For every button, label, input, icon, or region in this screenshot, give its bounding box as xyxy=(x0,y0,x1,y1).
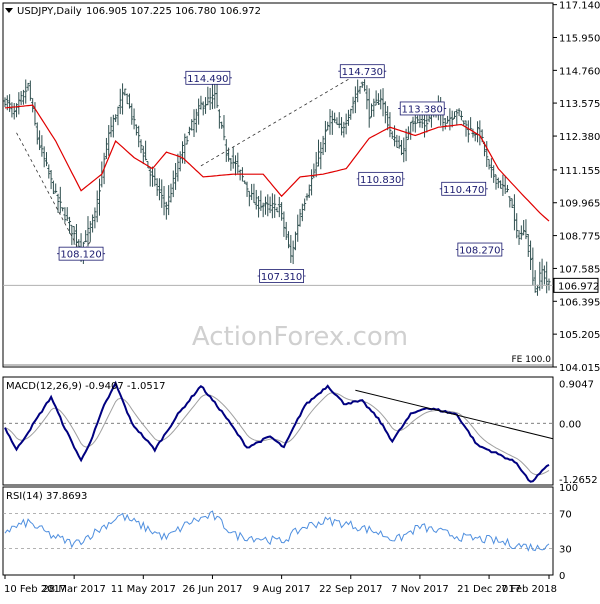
macd-axis-tick-label: 0.00 xyxy=(559,419,581,430)
rsi-line xyxy=(4,510,550,552)
x-axis-tick-label: 28 Mar 2017 xyxy=(42,584,105,595)
price-axis-tick-label: 114.760 xyxy=(559,66,600,77)
macd-axis-tick-label: 0.9047 xyxy=(559,379,594,390)
rsi-axis-tick-label: 0 xyxy=(559,571,565,582)
collapse-triangle-icon xyxy=(5,8,13,13)
pivot-label-box xyxy=(58,246,104,261)
x-axis-tick-label: 11 May 2017 xyxy=(111,584,176,595)
fe-label: FE 100.0 xyxy=(512,355,552,365)
chart-header: USDJPY,Daily 106.905 107.225 106.780 106.… xyxy=(5,6,261,17)
pivot-label: 107.310 xyxy=(261,272,302,283)
price-axis-tick-label: 105.205 xyxy=(559,330,600,341)
rsi-axis-tick-label: 30 xyxy=(559,545,572,556)
pivot-label: 108.270 xyxy=(459,246,500,257)
pivot-label: 113.380 xyxy=(402,104,443,115)
macd-panel: 0.9047 0.00 -1.2652 MACD(12,26,9) -0.9407 -… xyxy=(2,376,598,486)
x-axis-tick-label: 22 Sep 2017 xyxy=(319,584,382,595)
pivot-label-box xyxy=(358,171,404,186)
x-axis-tick-label: 21 Dec 2017 xyxy=(457,584,521,595)
macd-signal-line xyxy=(4,392,550,476)
price-axis-tick-label: 106.395 xyxy=(559,297,600,308)
pivot-label: 110.470 xyxy=(443,185,484,196)
x-axis-tick-label: 7 Feb 2018 xyxy=(501,584,557,595)
rsi-axis-tick-label: 70 xyxy=(559,509,572,520)
price-axis-tick-label: 104.015 xyxy=(559,363,600,374)
sma-line xyxy=(4,104,550,222)
price-axis-tick-label: 115.950 xyxy=(559,34,600,45)
pivot-label-box xyxy=(399,101,445,116)
macd-axis-tick-label: -1.2652 xyxy=(559,475,598,486)
pivot-label-box xyxy=(457,242,503,257)
macd-panel-frame xyxy=(2,376,554,486)
pivot-label: 114.730 xyxy=(342,67,383,78)
symbol-label: USDJPY,Daily xyxy=(17,6,82,17)
rsi-panel-frame xyxy=(2,486,554,576)
x-axis-tick-label: 26 Jun 2017 xyxy=(182,584,242,595)
price-panel-frame xyxy=(2,2,554,368)
price-axis-tick-label: 109.965 xyxy=(559,199,600,210)
pivot-label-box xyxy=(441,181,487,196)
rsi-axis-tick-label: 100 xyxy=(559,483,578,494)
macd-label: MACD(12,26,9) -0.9407 -1.0517 xyxy=(6,381,166,392)
price-annotations: 108.120 114.490 107.310 114.730 110.830 113.3… xyxy=(57,64,504,283)
pivot-label: 110.830 xyxy=(360,175,401,186)
ohlc-label: 106.905 107.225 106.780 106.972 xyxy=(86,6,261,17)
watermark-text: ActionForex.com xyxy=(192,322,408,352)
pivot-label-box xyxy=(185,70,231,85)
price-axis-tick-label: 117.140 xyxy=(559,1,600,12)
price-axis-tick-label: 111.155 xyxy=(559,166,600,177)
current-price-tag xyxy=(553,277,599,293)
x-axis-tick-label: 10 Feb 2017 xyxy=(4,584,66,595)
x-axis-tick-label: 7 Nov 2017 xyxy=(391,584,449,595)
price-axis-tick-label: 113.575 xyxy=(559,99,600,110)
x-axis-tick-label: 9 Aug 2017 xyxy=(253,584,311,595)
pivot-label-box xyxy=(259,269,305,283)
pivot-label: 108.120 xyxy=(60,250,101,261)
price-panel: 117.140 115.950 114.760 113.575 112.380 111.1… xyxy=(2,1,600,374)
price-axis-tick-label: 112.380 xyxy=(559,132,600,143)
swing-dashed-line xyxy=(200,70,363,167)
swing-dashed-line xyxy=(16,132,82,254)
pivot-label: 114.490 xyxy=(187,74,228,85)
price-axis-tick-label: 107.585 xyxy=(559,264,600,275)
price-axis-tick-label: 108.775 xyxy=(559,232,600,243)
current-price-label: 106.972 xyxy=(558,281,599,292)
macd-trendline xyxy=(355,389,554,440)
rsi-panel: 100 70 30 0 RSI(14) 37.8693 xyxy=(2,483,578,582)
pivot-label-box xyxy=(339,64,385,79)
rsi-label: RSI(14) 37.8693 xyxy=(6,491,87,502)
macd-line xyxy=(4,380,550,483)
